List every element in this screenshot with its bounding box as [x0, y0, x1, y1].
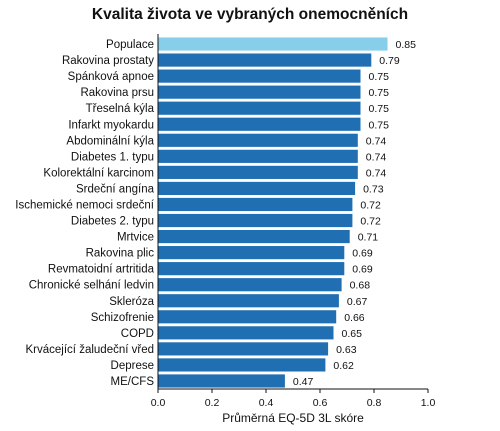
chart-title: Kvalita života ve vybraných onemocněních: [91, 6, 409, 23]
category-label: Deprese: [111, 360, 154, 372]
category-label: Krvácející žaludeční vřed: [26, 344, 154, 356]
bar-18: [158, 326, 334, 340]
value-label: 0.74: [366, 167, 387, 179]
bar-4: [158, 101, 361, 115]
category-label: COPD: [121, 328, 154, 340]
value-label: 0.71: [358, 232, 379, 244]
value-label: 0.62: [333, 360, 354, 372]
x-axis-title: Průměrná EQ-5D 3L skóre: [222, 411, 364, 425]
category-label: Infarkt myokardu: [68, 119, 154, 131]
value-label: 0.75: [369, 71, 390, 83]
value-label: 0.47: [293, 376, 314, 388]
category-label: Rakovina prsu: [80, 87, 154, 99]
category-label: Populace: [106, 39, 154, 51]
value-label: 0.72: [360, 216, 381, 228]
bar-19: [158, 342, 329, 356]
value-label: 0.69: [352, 248, 373, 260]
bar-8: [158, 165, 358, 179]
bar-0: [158, 37, 388, 51]
category-label: Ischemické nemoci srdeční: [15, 199, 154, 211]
bar-2: [158, 69, 361, 83]
bar-11: [158, 213, 353, 228]
x-tick-label: 1.0: [421, 397, 436, 409]
value-label: 0.63: [336, 344, 357, 356]
bar-13: [158, 246, 345, 260]
value-label: 0.68: [350, 280, 371, 292]
category-label: Rakovina prostaty: [62, 55, 154, 67]
category-label: Revmatoidní artritida: [48, 264, 155, 276]
x-tick-label: 0.6: [313, 397, 328, 409]
bar-12: [158, 229, 350, 244]
category-label: Kolorektální karcinom: [43, 167, 154, 179]
bar-21: [158, 374, 285, 388]
value-label: 0.72: [360, 199, 381, 211]
category-label: Skleróza: [109, 296, 154, 308]
bar-6: [158, 133, 358, 147]
value-label: 0.67: [347, 296, 368, 308]
category-label: Diabetes 1. typu: [71, 151, 154, 163]
category-label: Spánková apnoe: [68, 71, 154, 83]
value-label: 0.85: [396, 39, 417, 51]
category-label: Chronické selhání ledvin: [29, 280, 154, 292]
value-label: 0.73: [363, 183, 384, 195]
value-label: 0.75: [369, 119, 390, 131]
bar-17: [158, 310, 337, 324]
category-label: Rakovina plic: [86, 248, 155, 260]
bar-9: [158, 181, 356, 196]
x-tick-label: 0.8: [367, 397, 382, 409]
x-tick-label: 0.4: [259, 397, 274, 409]
bar-16: [158, 294, 339, 308]
bar-15: [158, 278, 342, 292]
category-label: Srdeční angína: [76, 183, 155, 195]
bar-20: [158, 358, 326, 372]
value-label: 0.66: [344, 312, 365, 324]
category-label: ME/CFS: [111, 376, 155, 388]
category-label: Mrtvice: [117, 232, 154, 244]
bar-3: [158, 85, 361, 99]
bar-5: [158, 117, 361, 131]
category-label: Třeselná kýla: [86, 103, 155, 115]
category-label: Abdominální kýla: [66, 135, 154, 147]
x-tick-label: 0.0: [151, 397, 166, 409]
bar-14: [158, 262, 345, 276]
value-label: 0.79: [379, 55, 400, 67]
category-label: Schizofrenie: [91, 312, 154, 324]
category-label: Diabetes 2. typu: [71, 216, 154, 228]
bar-7: [158, 149, 358, 163]
value-label: 0.65: [342, 328, 363, 340]
value-label: 0.69: [352, 264, 373, 276]
value-label: 0.75: [369, 87, 390, 99]
value-label: 0.74: [366, 151, 387, 163]
x-tick-label: 0.2: [205, 397, 220, 409]
bar-10: [158, 197, 353, 212]
bar-1: [158, 53, 372, 67]
value-label: 0.75: [369, 103, 390, 115]
value-label: 0.74: [366, 135, 387, 147]
